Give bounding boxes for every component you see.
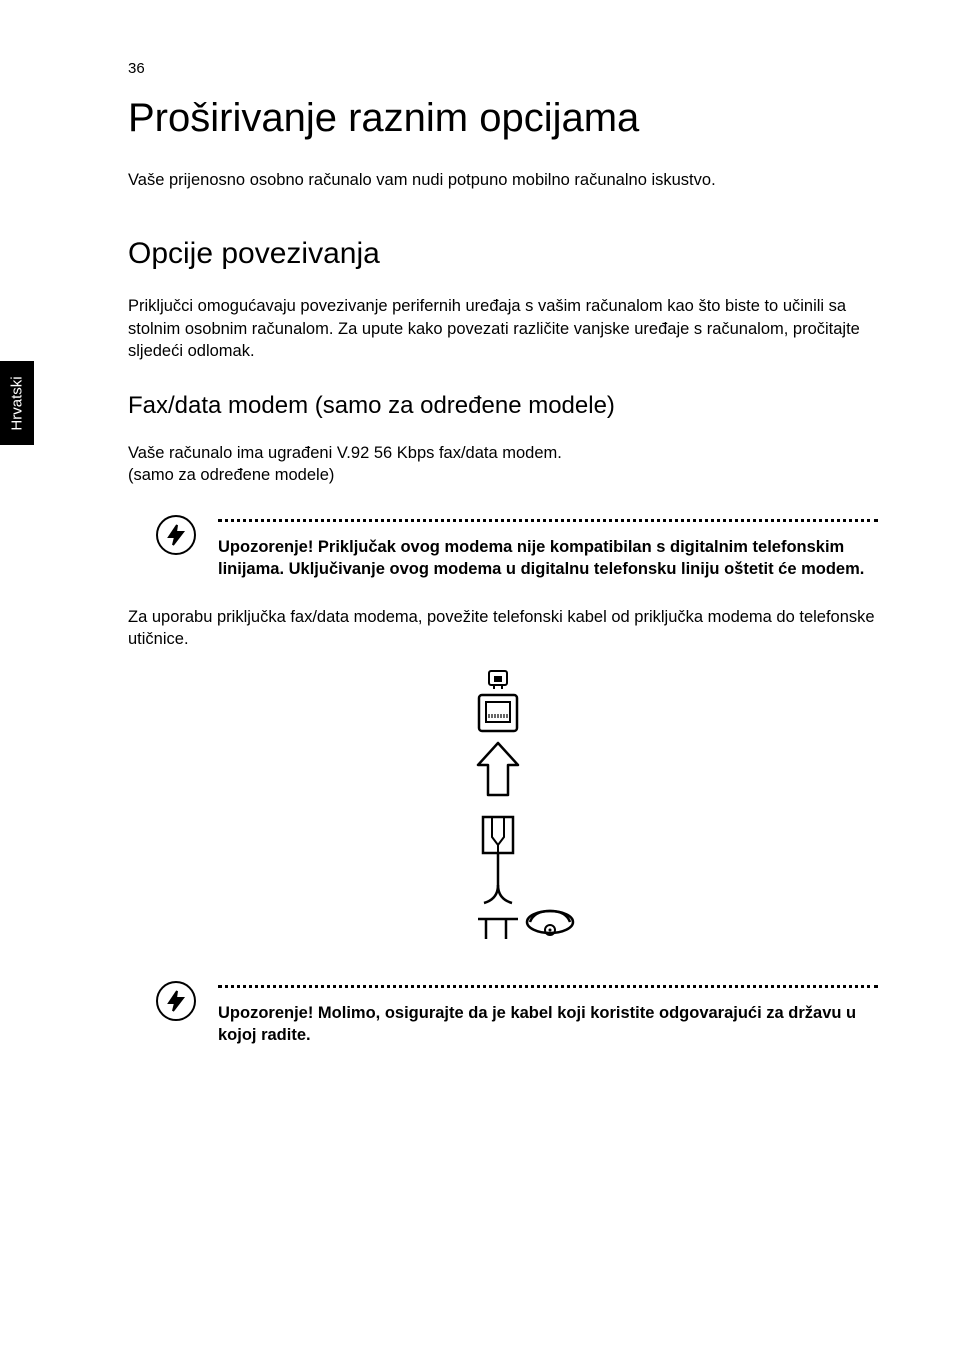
dotted-divider xyxy=(218,519,878,522)
warning-block-1: Upozorenje! Priključak ovog modema nije … xyxy=(218,519,878,581)
modem-connection-diagram xyxy=(128,669,884,949)
section-para-connectivity: Priključci omogućavaju povezivanje perif… xyxy=(128,295,884,362)
intro-text: Vaše prijenosno osobno računalo vam nudi… xyxy=(128,169,884,191)
modem-para-line1: Vaše računalo ima ugrađeni V.92 56 Kbps … xyxy=(128,444,562,462)
usage-para: Za uporabu priključka fax/data modema, p… xyxy=(128,606,884,651)
warning-block-2: Upozorenje! Molimo, osigurajte da je kab… xyxy=(218,985,878,1047)
warning-text-1: Upozorenje! Priključak ovog modema nije … xyxy=(218,536,878,581)
dotted-divider xyxy=(218,985,878,988)
language-side-tab: Hrvatski xyxy=(0,361,34,445)
section-heading-modem: Fax/data modem (samo za određene modele) xyxy=(128,392,884,420)
modem-para-line2: (samo za određene modele) xyxy=(128,466,334,484)
section-heading-connectivity: Opcije povezivanja xyxy=(128,237,884,271)
page-content: Proširivanje raznim opcijama Vaše prijen… xyxy=(128,96,884,1072)
warning-text-2: Upozorenje! Molimo, osigurajte da je kab… xyxy=(218,1002,878,1047)
modem-para: Vaše računalo ima ugrađeni V.92 56 Kbps … xyxy=(128,442,884,487)
page-title: Proširivanje raznim opcijama xyxy=(128,96,884,141)
lightning-icon xyxy=(156,981,196,1021)
language-side-tab-label: Hrvatski xyxy=(9,376,26,430)
lightning-icon xyxy=(156,515,196,555)
page-number: 36 xyxy=(128,60,145,77)
